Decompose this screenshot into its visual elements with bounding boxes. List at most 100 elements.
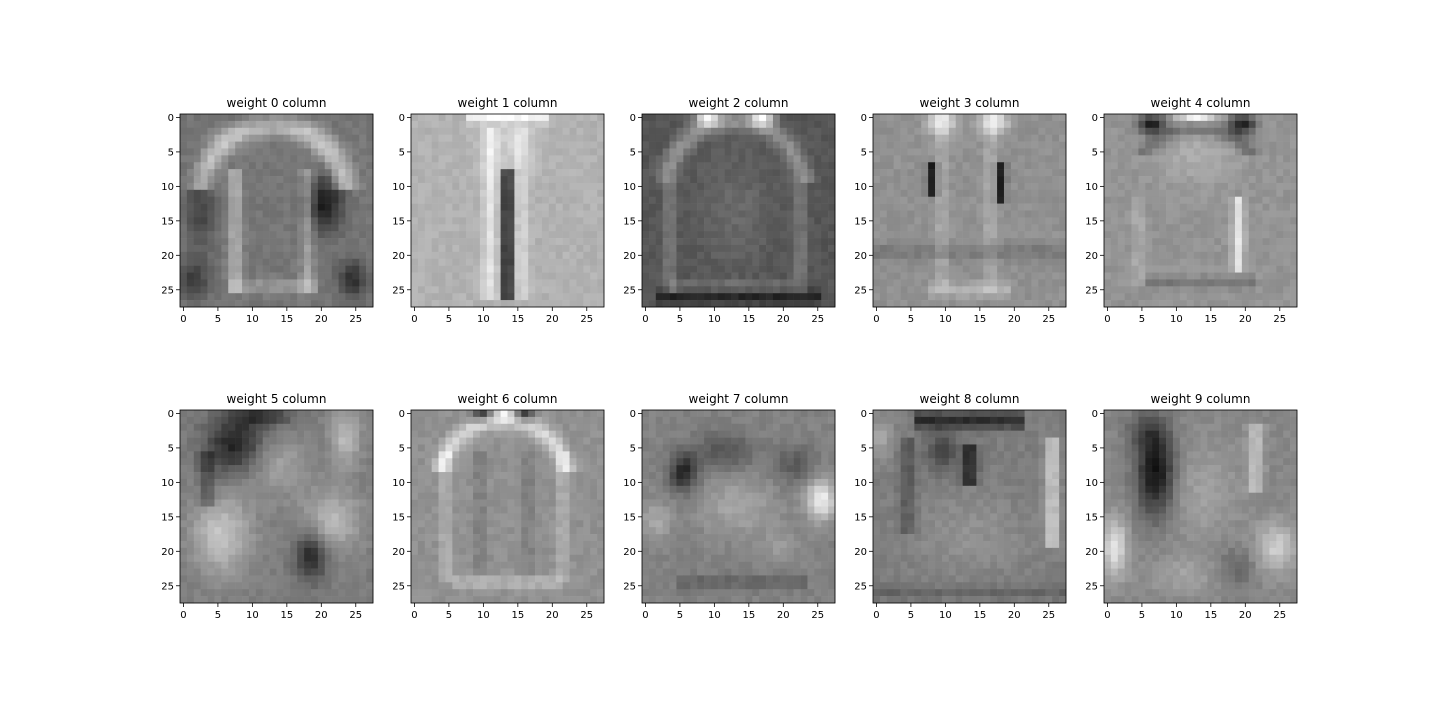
heatmap-cell [886, 265, 894, 273]
heatmap-cell [297, 547, 305, 556]
heatmap-cell [493, 300, 501, 308]
heatmap-cell [1269, 286, 1277, 294]
y-tick-label: 20 [1085, 251, 1098, 262]
heatmap-cell [914, 155, 922, 163]
heatmap-cell [276, 141, 284, 149]
heatmap-cell [180, 203, 188, 211]
heatmap-cell [697, 169, 705, 177]
heatmap-cell [528, 189, 536, 198]
heatmap-cell [1200, 169, 1208, 177]
heatmap-cell [500, 416, 508, 425]
heatmap-cell [1024, 114, 1032, 122]
heatmap-cell [214, 499, 222, 507]
heatmap-cell [317, 499, 326, 507]
panel-title: weight 0 column [227, 96, 327, 110]
heatmap-cell [562, 430, 570, 438]
heatmap-cell [1172, 210, 1181, 218]
heatmap-cell [269, 582, 277, 590]
heatmap-cell [304, 148, 312, 156]
heatmap-cell [583, 231, 591, 239]
heatmap-cell [1262, 238, 1270, 246]
heatmap-cell [317, 547, 326, 556]
heatmap-cell [990, 189, 998, 198]
heatmap-cell [352, 231, 360, 239]
heatmap-cell [214, 444, 222, 452]
heatmap-cell [1038, 293, 1046, 301]
heatmap-cell [800, 189, 808, 198]
heatmap-cell [1214, 279, 1222, 287]
heatmap-cell [662, 182, 670, 191]
heatmap-cell [814, 272, 822, 280]
heatmap-cell [290, 410, 298, 418]
heatmap-cell [255, 444, 264, 452]
heatmap-cell [724, 182, 732, 191]
heatmap-cell [921, 203, 929, 211]
heatmap-cell [235, 478, 243, 487]
heatmap-cell [1234, 224, 1243, 232]
heatmap-cell [290, 458, 298, 466]
heatmap-cell [597, 210, 605, 218]
heatmap-cell [886, 244, 894, 253]
heatmap-cell [576, 410, 584, 418]
heatmap-cell [338, 458, 346, 466]
heatmap-cell [366, 286, 374, 294]
heatmap-cell [255, 589, 264, 597]
heatmap-cell [479, 423, 488, 431]
heatmap-cell [304, 485, 312, 494]
heatmap-cell [1207, 196, 1215, 204]
heatmap-cell [1248, 272, 1256, 280]
heatmap-cell [541, 258, 550, 266]
heatmap-cell [759, 120, 767, 129]
heatmap-cell [283, 472, 291, 480]
heatmap-cell [479, 127, 488, 135]
heatmap-cell [338, 485, 346, 494]
heatmap-cell [186, 430, 195, 438]
heatmap-cell [221, 162, 229, 170]
heatmap-cell [235, 120, 243, 129]
heatmap-cell [759, 300, 767, 308]
heatmap-cell [997, 217, 1005, 225]
heatmap-cell [200, 437, 208, 445]
heatmap-cell [555, 258, 563, 266]
heatmap-cell [800, 141, 808, 149]
heatmap-cell [907, 224, 915, 232]
heatmap-cell [1234, 203, 1243, 211]
heatmap-cell [352, 568, 360, 576]
heatmap-cell [1024, 300, 1032, 308]
heatmap-cell [200, 120, 208, 129]
heatmap-cell [331, 547, 339, 556]
heatmap-cell [1117, 224, 1125, 232]
heatmap-cell [1234, 238, 1243, 246]
heatmap-cell [445, 430, 453, 438]
heatmap-cell [710, 238, 719, 246]
heatmap-cell [269, 575, 277, 583]
heatmap-cell [180, 485, 188, 494]
heatmap-cell [466, 251, 474, 260]
heatmap-cell [228, 575, 236, 583]
heatmap-cell [304, 120, 312, 129]
heatmap-cell [900, 217, 908, 225]
heatmap-cell [180, 169, 188, 177]
heatmap-cell [828, 134, 836, 142]
heatmap-cell [569, 155, 577, 163]
heatmap-cell [269, 120, 277, 129]
heatmap-cell [731, 120, 739, 129]
heatmap-cell [535, 416, 543, 425]
heatmap-cell [262, 416, 270, 425]
heatmap-cell [304, 279, 312, 287]
heatmap-cell [214, 286, 222, 294]
heatmap-cell [655, 265, 663, 273]
heatmap-cell [1038, 244, 1046, 253]
heatmap-cell [338, 169, 346, 177]
heatmap-cell [800, 265, 808, 273]
heatmap-cell [186, 286, 195, 294]
heatmap-cell [997, 176, 1005, 184]
heatmap-cell [717, 231, 726, 239]
heatmap-cell [766, 176, 774, 184]
heatmap-cell [828, 210, 836, 218]
heatmap-cell [1045, 176, 1053, 184]
heatmap-cell [1283, 279, 1291, 287]
heatmap-cell [772, 300, 781, 308]
heatmap-cell [879, 134, 888, 142]
heatmap-cell [424, 430, 432, 438]
